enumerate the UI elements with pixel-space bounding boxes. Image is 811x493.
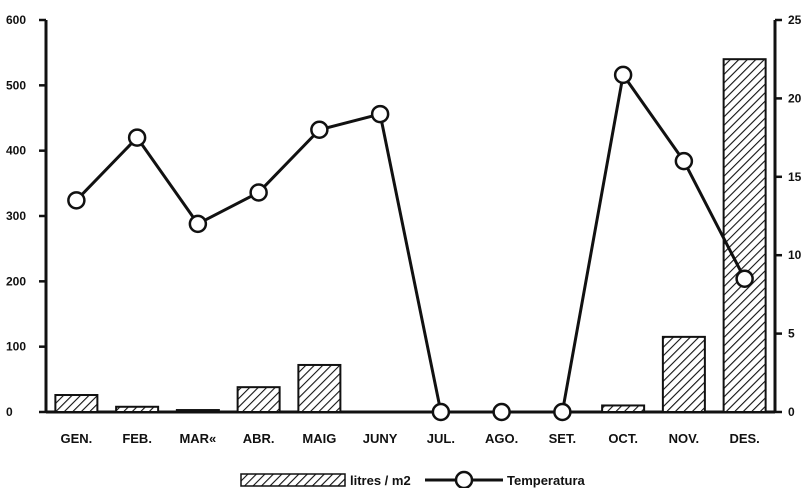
left-axis-tick-label: 300	[6, 209, 26, 223]
bar-litres	[601, 404, 646, 414]
x-axis-tick-label: MAR«	[179, 431, 216, 446]
left-axis-tick-label: 600	[6, 13, 26, 27]
left-axis-tick-label: 200	[6, 274, 26, 288]
point-temperatura	[492, 402, 511, 422]
plot-area: 0 100 200 300 400 500 600 0 5 10 15 20 25 GEN. FEB. MAR…	[6, 13, 802, 446]
bar-litres	[236, 386, 281, 414]
x-axis-tick-label: SET.	[549, 431, 576, 446]
right-axis-tick-label: 20	[788, 91, 802, 105]
legend-marker-temperatura	[454, 470, 474, 490]
bar-litres	[54, 394, 99, 414]
x-axis-tick-label: AGO.	[485, 431, 518, 446]
point-temperatura	[370, 104, 390, 124]
x-axis-tick-label: JUL.	[427, 431, 455, 446]
right-axis-tick-label: 10	[788, 248, 802, 262]
point-temperatura	[310, 120, 329, 140]
legend-label-temperatura: Temperatura	[507, 473, 586, 488]
x-axis-tick-label: FEB.	[122, 431, 152, 446]
point-temperatura	[735, 269, 754, 288]
bar-litres	[661, 335, 706, 413]
left-axis-tick-label: 100	[6, 340, 26, 354]
x-axis-tick-label: NOV.	[669, 431, 700, 446]
bar-litres	[722, 58, 767, 413]
x-axis-tick-label: OCT.	[608, 431, 638, 446]
bar-litres	[175, 409, 220, 414]
point-temperatura	[431, 402, 451, 422]
x-axis-tick-label: JUNY	[363, 431, 398, 446]
point-temperatura	[67, 191, 86, 210]
point-temperatura	[127, 128, 147, 147]
point-temperatura	[613, 65, 633, 85]
legend-label-litres: litres / m2	[350, 473, 411, 488]
bar-litres	[115, 405, 160, 414]
bar-litres	[297, 363, 342, 413]
left-axis-tick-label: 500	[6, 78, 26, 92]
legend: litres / m2 Temperatura	[240, 470, 586, 490]
line-temperatura	[75, 73, 746, 414]
right-axis-tick-label: 5	[788, 327, 795, 341]
right-axis-tick-label: 25	[788, 13, 802, 27]
legend-swatch-litres	[240, 473, 346, 487]
point-temperatura	[553, 402, 572, 422]
left-axis-tick-label: 400	[6, 144, 26, 158]
x-axis-tick-label: DES.	[729, 431, 759, 446]
x-axis-tick-label: MAIG	[302, 431, 336, 446]
left-axis-tick-label: 0	[6, 405, 13, 419]
point-temperatura	[674, 151, 694, 171]
point-temperatura	[188, 214, 208, 234]
point-temperatura	[249, 183, 268, 202]
right-axis-tick-label: 0	[788, 405, 795, 419]
right-axis-tick-label: 15	[788, 170, 802, 184]
x-axis-tick-label: ABR.	[243, 431, 275, 446]
x-axis-tick-label: GEN.	[60, 431, 92, 446]
